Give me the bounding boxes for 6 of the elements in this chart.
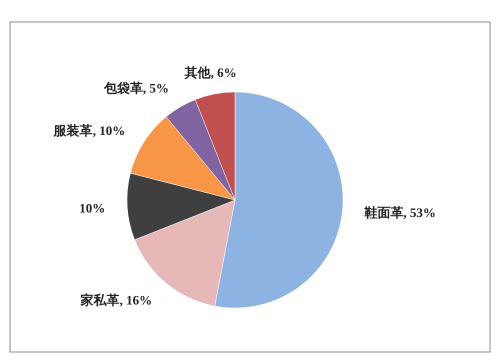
data-label: 10% bbox=[79, 200, 106, 216]
slice-label: 包袋革, 5% bbox=[102, 80, 169, 96]
slice-label: 家私革, 16% bbox=[80, 292, 152, 308]
slice-label: 服装革, 10% bbox=[52, 122, 126, 138]
slice-label: 其他, 6% bbox=[184, 64, 237, 80]
slice-label: 鞋面革, 53% bbox=[363, 204, 436, 220]
